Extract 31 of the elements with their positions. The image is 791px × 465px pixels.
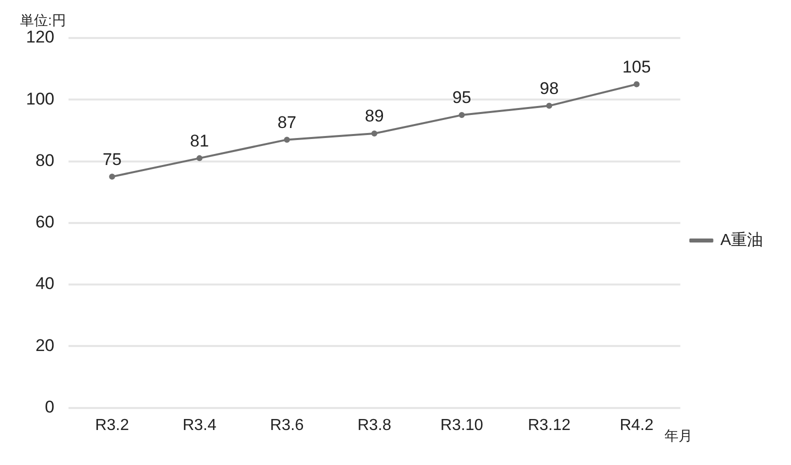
data-label: 89	[364, 106, 384, 126]
legend-label: A重油	[720, 230, 763, 249]
point	[546, 102, 552, 109]
point	[196, 155, 202, 162]
y-tick-label: 120	[26, 28, 54, 47]
point	[109, 174, 116, 180]
x-tick-label: R3.8	[357, 416, 392, 434]
point	[458, 112, 465, 118]
y-tick-label: 80	[35, 150, 54, 170]
x-tick-label: R3.2	[95, 416, 130, 434]
y-axis-title: 単位:円	[20, 12, 66, 28]
x-tick-label: R4.2	[620, 416, 654, 434]
y-tick-label: 100	[26, 89, 54, 108]
y-tick-label: 60	[35, 212, 54, 232]
point	[371, 130, 378, 137]
x-axis-title: 年月	[664, 428, 693, 444]
data-label: 87	[277, 112, 296, 132]
y-tick-label: 20	[35, 336, 54, 355]
data-label: 75	[102, 150, 122, 169]
x-tick-label: R3.10	[440, 416, 484, 434]
x-tick-label: R3.12	[528, 416, 571, 434]
x-tick-label: R3.6	[270, 416, 304, 434]
y-tick-label: 0	[44, 397, 54, 416]
data-label: 98	[540, 78, 559, 98]
x-tick-label: R3.4	[182, 416, 216, 434]
point	[284, 136, 290, 143]
data-label: 81	[190, 131, 209, 150]
y-tick-label: 40	[35, 274, 54, 294]
point	[634, 81, 640, 88]
data-label: 95	[452, 88, 472, 108]
data-label: 105	[622, 57, 651, 76]
